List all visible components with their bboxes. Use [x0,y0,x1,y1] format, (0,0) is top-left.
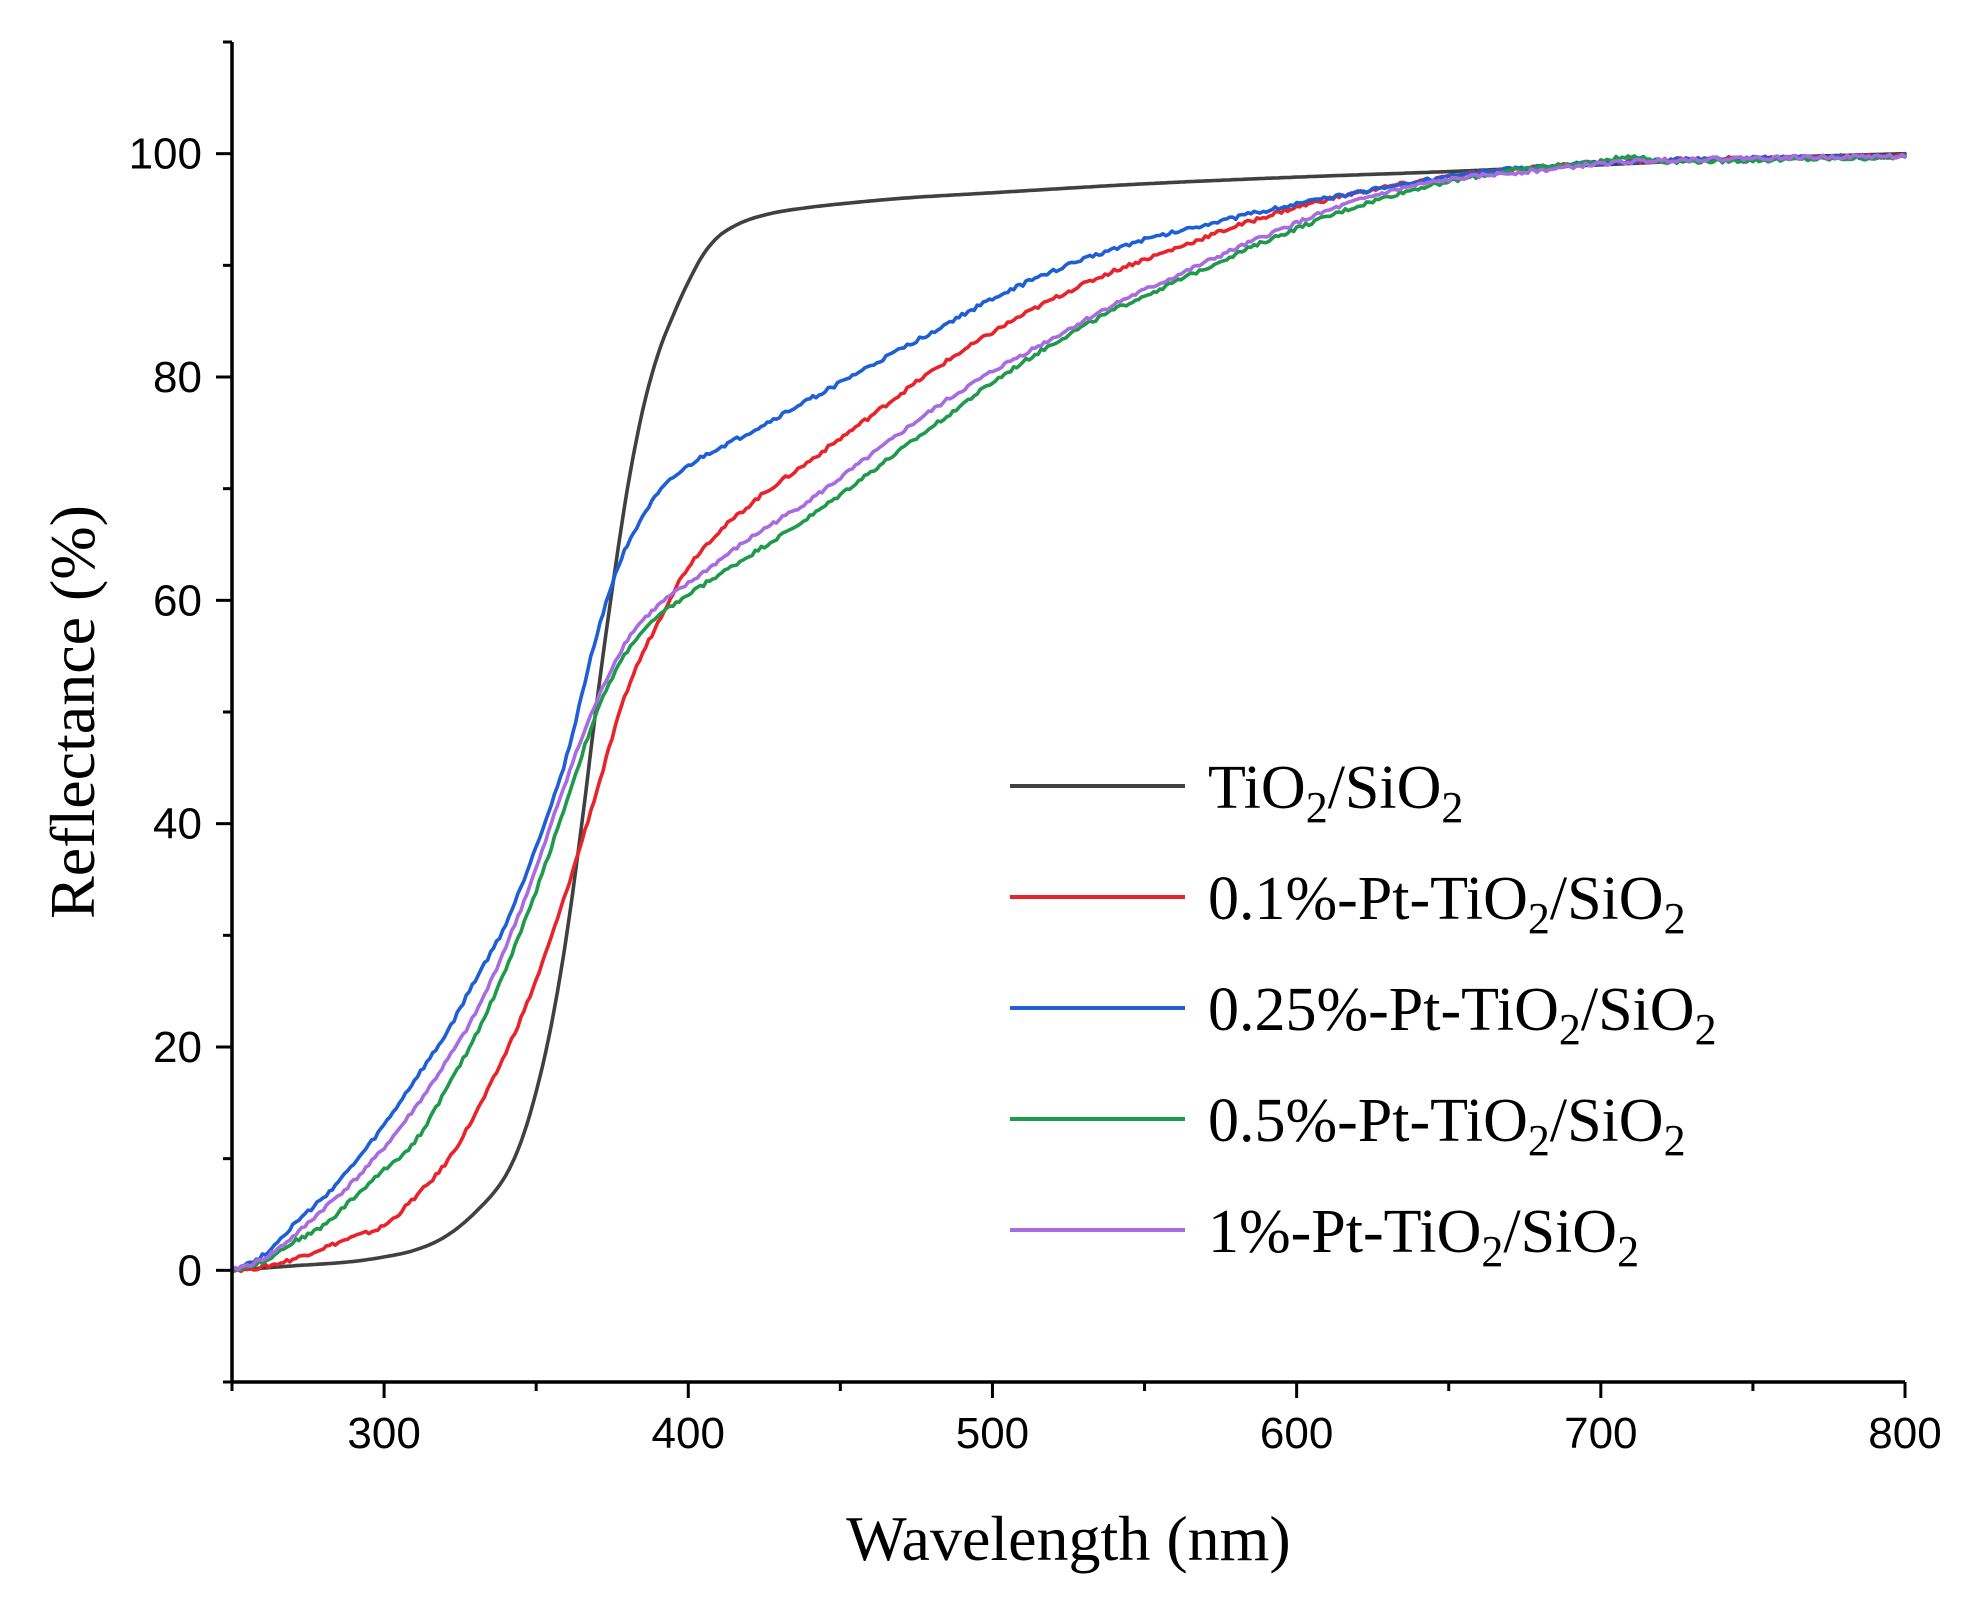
x-tick-label: 600 [1260,1409,1333,1458]
y-tick-label: 0 [178,1246,202,1295]
legend-label-4: 0.5%-Pt-TiO2/SiO2 [1208,1087,1686,1165]
legend-label-1: TiO2/SiO2 [1208,754,1463,832]
legend: TiO2/SiO2 0.1%-Pt-TiO2/SiO2 0.25%-Pt-TiO2/… [1010,754,1717,1276]
axes-ticks [216,40,1907,1398]
x-tick-label: 700 [1564,1409,1637,1458]
y-axis-title: Reflectance (%) [37,505,108,919]
series-line-5 [230,152,1907,1272]
series-lines [230,151,1907,1275]
y-tick-label: 60 [153,576,202,625]
legend-label-2: 0.1%-Pt-TiO2/SiO2 [1208,865,1686,943]
tick-labels: 300 400 500 600 700 800 0 20 40 60 80 100 [129,130,1942,1458]
y-tick-label: 80 [153,353,202,402]
x-axis-title: Wavelength (nm) [846,1503,1290,1574]
x-tick-label: 800 [1868,1409,1941,1458]
legend-label-3: 0.25%-Pt-TiO2/SiO2 [1208,976,1717,1054]
series-line-4 [230,154,1907,1273]
y-tick-label: 20 [153,1023,202,1072]
plot-frame [230,42,1905,1384]
y-tick-label: 100 [129,130,202,179]
x-tick-label: 500 [956,1409,1029,1458]
y-tick-label: 40 [153,800,202,849]
x-tick-label: 400 [652,1409,725,1458]
legend-label-5: 1%-Pt-TiO2/SiO2 [1208,1198,1639,1276]
x-tick-label: 300 [347,1409,420,1458]
